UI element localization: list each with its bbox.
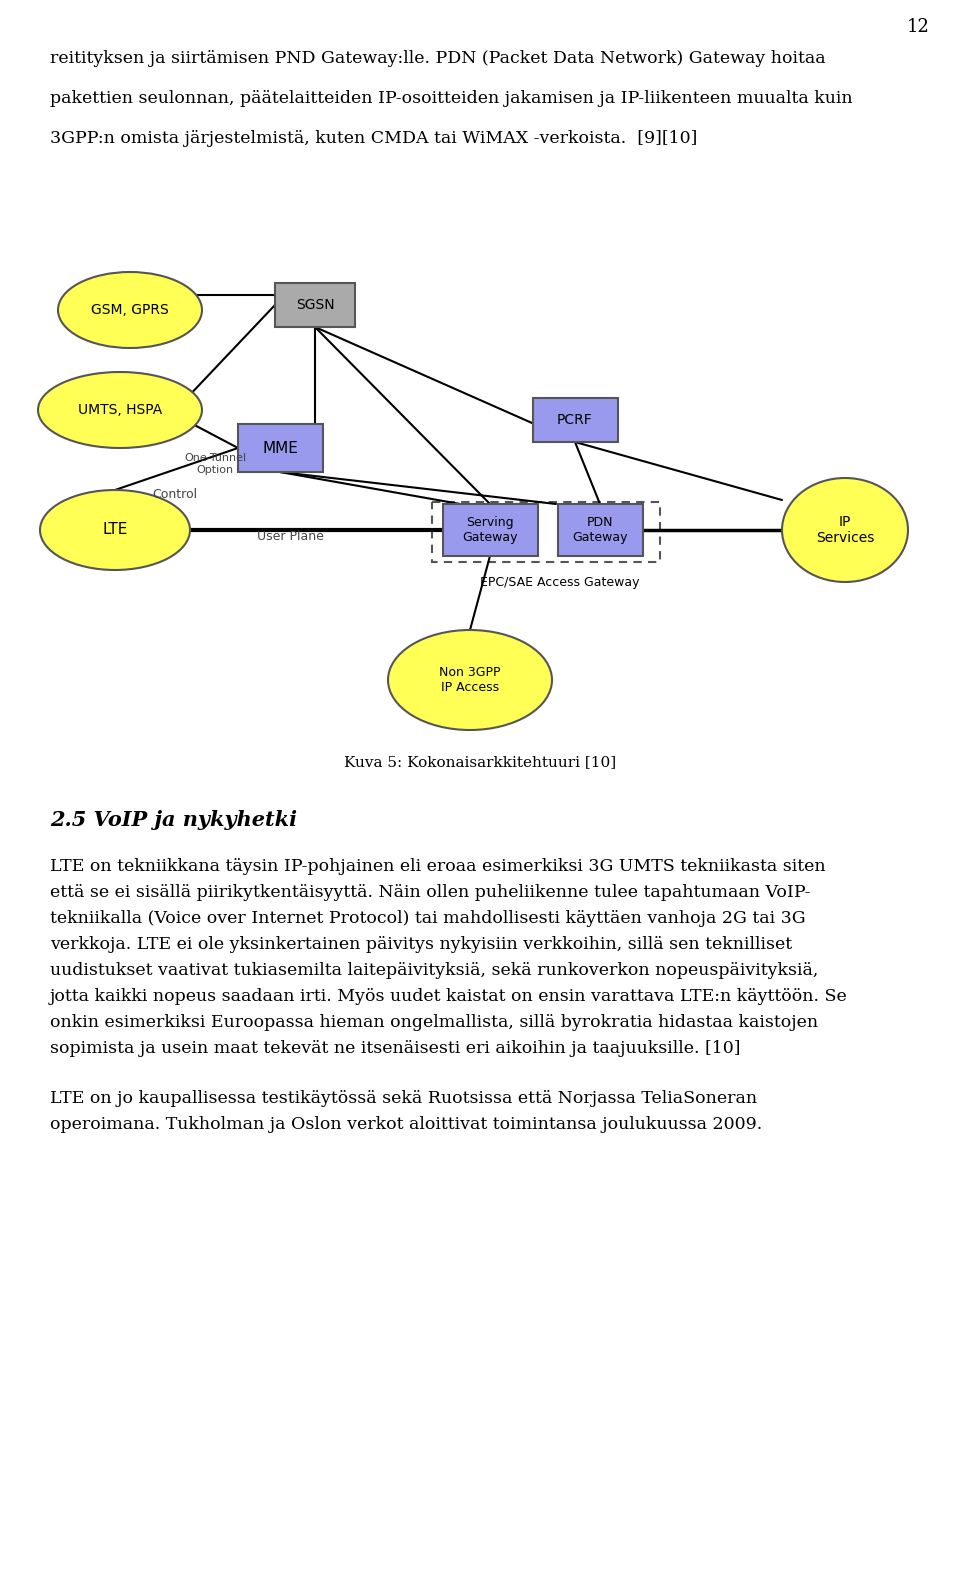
Text: jotta kaikki nopeus saadaan irti. Myös uudet kaistat on ensin varattava LTE:n kä: jotta kaikki nopeus saadaan irti. Myös u… [50, 988, 848, 1005]
Text: sopimista ja usein maat tekevät ne itsenäisesti eri aikoihin ja taajuuksille. [1: sopimista ja usein maat tekevät ne itsen… [50, 1040, 740, 1057]
Bar [558, 503, 642, 555]
Ellipse shape [388, 630, 552, 731]
Text: Non 3GPP
IP Access: Non 3GPP IP Access [440, 666, 501, 694]
Text: että se ei sisällä piirikytkentäisyyttä. Näin ollen puheliikenne tulee tapahtuma: että se ei sisällä piirikytkentäisyyttä.… [50, 884, 810, 901]
Bar [443, 503, 538, 555]
Text: 12: 12 [907, 17, 930, 36]
Text: tekniikalla (Voice over Internet Protocol) tai mahdollisesti käyttäen vanhoja 2G: tekniikalla (Voice over Internet Protoco… [50, 911, 805, 926]
Ellipse shape [58, 271, 202, 349]
Text: reitityksen ja siirtämisen PND Gateway:lle. PDN (Packet Data Network) Gateway ho: reitityksen ja siirtämisen PND Gateway:l… [50, 50, 826, 66]
Text: IP
Services: IP Services [816, 514, 875, 544]
Text: User Plane: User Plane [256, 530, 324, 543]
Text: EPC/SAE Access Gateway: EPC/SAE Access Gateway [480, 576, 639, 589]
Text: uudistukset vaativat tukiasemilta laitepäivityksiä, sekä runkoverkon nopeuspäivi: uudistukset vaativat tukiasemilta laitep… [50, 963, 818, 978]
Text: UMTS, HSPA: UMTS, HSPA [78, 402, 162, 417]
Text: PCRF: PCRF [557, 413, 593, 428]
Ellipse shape [40, 491, 190, 570]
Text: Kuva 5: Kokonaisarkkitehtuuri [10]: Kuva 5: Kokonaisarkkitehtuuri [10] [344, 754, 616, 768]
Text: LTE on jo kaupallisessa testikäytössä sekä Ruotsissa että Norjassa TeliaSoneran: LTE on jo kaupallisessa testikäytössä se… [50, 1090, 757, 1108]
Text: LTE on tekniikkana täysin IP-pohjainen eli eroaa esimerkiksi 3G UMTS tekniikasta: LTE on tekniikkana täysin IP-pohjainen e… [50, 858, 826, 874]
Text: GSM, GPRS: GSM, GPRS [91, 303, 169, 317]
Text: SGSN: SGSN [296, 298, 334, 312]
Text: Control: Control [153, 488, 198, 500]
Text: One-Tunnel
Option: One-Tunnel Option [184, 453, 246, 475]
Bar [533, 398, 617, 442]
Bar [237, 424, 323, 472]
Ellipse shape [38, 372, 202, 448]
Text: LTE: LTE [103, 522, 128, 538]
Ellipse shape [782, 478, 908, 582]
Text: pakettien seulonnan, päätelaitteiden IP-osoitteiden jakamisen ja IP-liikenteen m: pakettien seulonnan, päätelaitteiden IP-… [50, 90, 852, 107]
Text: verkkoja. LTE ei ole yksinkertainen päivitys nykyisiin verkkoihin, sillä sen tek: verkkoja. LTE ei ole yksinkertainen päiv… [50, 936, 792, 953]
Text: 2.5 VoIP ja nykyhetki: 2.5 VoIP ja nykyhetki [50, 810, 297, 830]
Text: 3GPP:n omista järjestelmistä, kuten CMDA tai WiMAX -verkoista.  [9][10]: 3GPP:n omista järjestelmistä, kuten CMDA… [50, 129, 697, 147]
Text: Serving
Gateway: Serving Gateway [463, 516, 517, 544]
Bar [275, 282, 355, 327]
Text: PDN
Gateway: PDN Gateway [572, 516, 628, 544]
Text: operoimana. Tukholman ja Oslon verkot aloittivat toimintansa joulukuussa 2009.: operoimana. Tukholman ja Oslon verkot al… [50, 1116, 762, 1133]
Text: MME: MME [262, 440, 298, 456]
Bar [432, 502, 660, 562]
Text: onkin esimerkiksi Euroopassa hieman ongelmallista, sillä byrokratia hidastaa kai: onkin esimerkiksi Euroopassa hieman onge… [50, 1015, 818, 1030]
